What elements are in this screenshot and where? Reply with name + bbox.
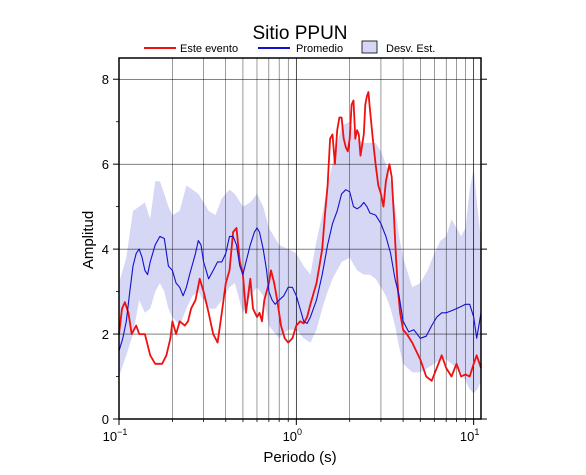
x-tick-exponent: −1 (117, 427, 127, 437)
legend-label: Este evento (180, 43, 238, 55)
legend: Este evento Promedio Desv. Est. (144, 40, 435, 55)
x-tick-label: 100 (283, 427, 302, 444)
x-axis-label: Periodo (s) (263, 449, 336, 466)
y-tick-label: 4 (102, 242, 109, 257)
series-layer (118, 91, 482, 382)
y-tick-label: 6 (102, 157, 109, 172)
este-evento-line (118, 91, 482, 382)
y-tick-label: 2 (102, 327, 109, 342)
x-tick-label: 101 (460, 427, 479, 444)
std-dev-band (119, 121, 481, 394)
y-axis-label: Amplitud (80, 211, 97, 269)
legend-label: Promedio (296, 43, 343, 55)
x-tick-exponent: 1 (474, 427, 479, 437)
plot-frame (118, 57, 482, 420)
chart-title: Sitio PPUN (252, 23, 347, 44)
y-tick-label: 0 (102, 412, 109, 427)
std-dev-band-layer (119, 121, 481, 394)
y-tick-label: 8 (102, 72, 109, 87)
promedio-line (118, 189, 482, 352)
x-tick-exponent: 0 (297, 427, 302, 437)
legend-swatch (361, 40, 378, 54)
legend-label: Desv. Est. (386, 43, 435, 55)
x-tick-label: 10−1 (103, 427, 128, 444)
